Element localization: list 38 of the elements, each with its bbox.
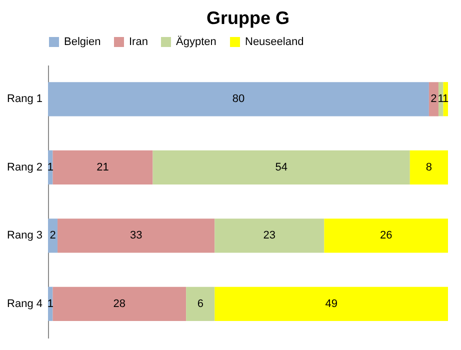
y-tick-label: Rang 1	[7, 93, 42, 106]
y-tick-label: Rang 3	[7, 230, 42, 242]
data-label: 21	[96, 161, 109, 174]
data-label: 1	[47, 298, 54, 310]
data-label: 54	[275, 161, 288, 174]
legend-label: Belgien	[64, 36, 101, 48]
legend-label: Iran	[129, 36, 148, 48]
data-label: 80	[232, 93, 245, 106]
legend-label: Neuseeland	[245, 36, 304, 48]
data-label: 1	[47, 161, 54, 174]
bar	[48, 286, 53, 321]
bar	[410, 150, 448, 184]
data-label: 2	[430, 93, 437, 106]
bar	[48, 82, 429, 116]
legend-label: Ägypten	[176, 35, 216, 48]
data-label: 2	[50, 230, 56, 242]
data-label: 49	[325, 298, 338, 310]
data-label: 26	[380, 230, 392, 242]
bar	[324, 218, 448, 253]
data-label: 33	[130, 230, 142, 242]
bar	[48, 218, 58, 253]
data-label: 8	[426, 161, 432, 174]
bar	[52, 150, 153, 184]
y-tick-label: Rang 2	[7, 161, 42, 174]
bar	[214, 218, 324, 253]
bar	[214, 286, 448, 321]
bar	[152, 150, 410, 184]
bar	[48, 150, 53, 184]
bar	[428, 82, 438, 116]
data-label: 1	[438, 93, 444, 106]
y-tick-label: Rang 4	[7, 298, 42, 310]
bar	[58, 218, 215, 253]
data-label: 23	[263, 230, 276, 242]
bar	[186, 286, 215, 321]
data-label: 6	[197, 298, 204, 310]
chart-title: Gruppe G	[206, 8, 290, 28]
data-label: 28	[113, 298, 126, 310]
bar	[52, 286, 186, 321]
